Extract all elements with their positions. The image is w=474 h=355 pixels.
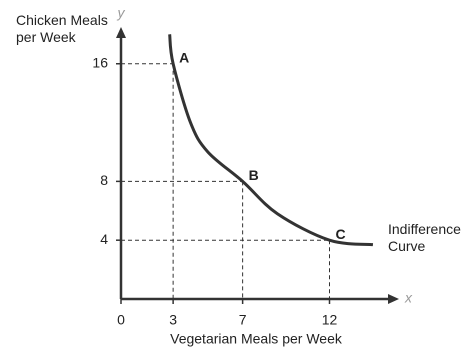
x-tick-label: 7 (239, 312, 247, 328)
x-axis-arrow (388, 294, 399, 304)
y-axis-arrow (116, 27, 126, 38)
y-tick-label: 8 (100, 172, 108, 188)
curve-label: Indifference Curve (388, 221, 461, 254)
y-tick-label: 4 (100, 231, 108, 247)
curve (168, 34, 374, 247)
x-axis-symbol: x (404, 290, 413, 306)
x-axis-title: Vegetarian Meals per Week (170, 331, 343, 347)
y-axis-title: Chicken Meals per Week (16, 12, 108, 45)
point-label: C (336, 226, 346, 242)
y-tick-label: 16 (92, 54, 108, 70)
x-tick-label: 0 (117, 312, 125, 328)
point-label: A (179, 49, 189, 65)
x-tick-label: 12 (322, 312, 338, 328)
point-label: B (249, 167, 259, 183)
x-tick-label: 3 (169, 312, 177, 328)
y-axis-symbol: y (117, 5, 126, 21)
